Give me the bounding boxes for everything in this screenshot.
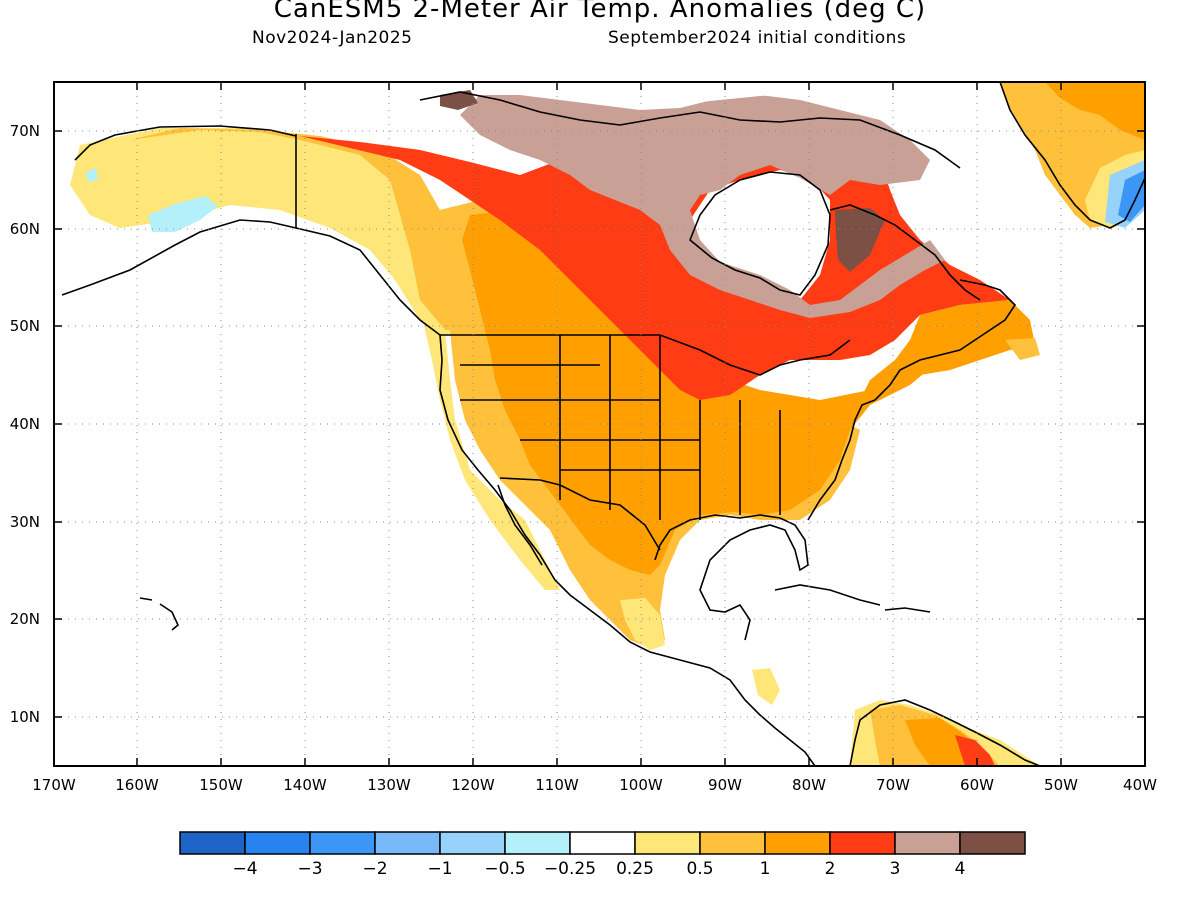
- region-anomaly-4-north: [460, 95, 945, 318]
- colorbar-swatch: [634, 831, 701, 855]
- colorbar-label: 1: [760, 859, 771, 879]
- colorbar: −4 −3 −2 −1 −0.5 −0.25 0.25 0.5 1 2 3 4: [179, 831, 1026, 879]
- region-anomaly-3-south-america: [955, 735, 995, 766]
- coastline-gulf: [654, 514, 809, 641]
- coastline-east: [807, 279, 1017, 521]
- region-cool-alaska-small: [86, 168, 98, 182]
- border-states: [460, 335, 781, 520]
- initial-conditions: September2024 initial conditions: [608, 28, 907, 48]
- colorbar-swatch: [244, 831, 311, 855]
- anomaly-field: [70, 82, 1145, 766]
- colorbar-label: −2: [362, 859, 387, 879]
- coastline-west: [439, 334, 816, 766]
- colorbar-label: −0.5: [484, 859, 525, 879]
- region-anomaly-05-mexico: [620, 598, 665, 650]
- lon-tick-label: 160W: [115, 776, 159, 794]
- region-anomaly-gt4-quebec: [835, 208, 885, 272]
- lon-tick-label: 70W: [876, 776, 910, 794]
- lat-tick-label: 30N: [10, 513, 40, 531]
- region-anomaly-05-west: [420, 300, 560, 590]
- coastline-cuba: [774, 584, 881, 606]
- colorbar-swatch: [439, 831, 506, 855]
- lat-tick-label: 20N: [10, 610, 40, 628]
- colorbar-swatch: [374, 831, 441, 855]
- colorbar-label: −1: [427, 859, 452, 879]
- lat-tick-label: 10N: [10, 708, 40, 726]
- lon-tick-labels: 170W 160W 150W 140W 130W 120W 110W 100W …: [32, 776, 1157, 794]
- lat-tick-labels: 10N 20N 30N 40N 50N 60N 70N: [10, 122, 40, 726]
- region-anomaly-1-north: [130, 128, 470, 330]
- lon-tick-label: 150W: [199, 776, 243, 794]
- lon-tick-label: 170W: [32, 776, 76, 794]
- coastline-hawaii: [139, 597, 179, 631]
- lon-tick-label: 80W: [792, 776, 826, 794]
- coastline-baja: [497, 484, 543, 566]
- colorbar-label: 4: [955, 859, 966, 879]
- region-anomaly-05-north: [70, 128, 470, 335]
- lon-tick-label: 130W: [367, 776, 411, 794]
- lat-tick-label: 70N: [10, 122, 40, 140]
- lon-tick-label: 100W: [619, 776, 663, 794]
- region-anomaly-2-atlantic: [860, 300, 1035, 400]
- forecast-period: Nov2024-Jan2025: [252, 28, 413, 48]
- coastlines: [61, 82, 1145, 766]
- coastline-arctic: [419, 91, 961, 169]
- coastline-greenland: [999, 82, 1145, 229]
- lon-tick-label: 140W: [283, 776, 327, 794]
- colorbar-swatch: [699, 831, 766, 855]
- lon-tick-label: 60W: [960, 776, 994, 794]
- colorbar-label: 0.5: [686, 859, 713, 879]
- colorbar-label: 0.25: [616, 859, 654, 879]
- coastline-hispaniola: [884, 607, 931, 613]
- region-anomaly-gt4-nunavut: [440, 90, 478, 110]
- colorbar-swatch: [309, 831, 376, 855]
- colorbar-swatch: [894, 831, 961, 855]
- colorbar-swatch: [829, 831, 896, 855]
- lon-tick-label: 40W: [1123, 776, 1157, 794]
- lat-tick-label: 60N: [10, 220, 40, 238]
- colorbar-label: 2: [825, 859, 836, 879]
- colorbar-swatch: [504, 831, 571, 855]
- coastline-alaska: [61, 125, 441, 336]
- lon-tick-label: 120W: [451, 776, 495, 794]
- region-anomaly-1-atlantic: [1005, 338, 1040, 360]
- colorbar-swatch: [569, 831, 636, 855]
- coastline-south-america: [849, 699, 1041, 766]
- region-cool-greenland-2: [1118, 170, 1145, 222]
- map-title: CanESM5 2-Meter Air Temp. Anomalies (deg…: [273, 0, 927, 24]
- colorbar-swatch: [959, 831, 1026, 855]
- lat-tick-label: 40N: [10, 415, 40, 433]
- colorbar-swatch: [179, 831, 246, 855]
- lat-tick-label: 50N: [10, 317, 40, 335]
- region-anomaly-2-greenland: [1045, 82, 1145, 140]
- lon-tick-label: 110W: [535, 776, 579, 794]
- lon-tick-label: 50W: [1044, 776, 1078, 794]
- colorbar-label: 3: [890, 859, 901, 879]
- coastline-labrador: [829, 204, 981, 301]
- region-neutral-arctic: [590, 82, 940, 118]
- lon-tick-label: 90W: [708, 776, 742, 794]
- coastline-hudson-bay: [689, 171, 831, 296]
- colorbar-label: −3: [297, 859, 322, 879]
- border-us-mexico: [499, 477, 661, 551]
- region-cool-alaska: [148, 196, 218, 232]
- colorbar-label: −4: [232, 859, 257, 879]
- region-anomaly-05-central-america: [752, 668, 780, 705]
- tick-marks: [53, 82, 1146, 766]
- colorbar-swatch: [764, 831, 831, 855]
- colorbar-label: −0.25: [544, 859, 596, 879]
